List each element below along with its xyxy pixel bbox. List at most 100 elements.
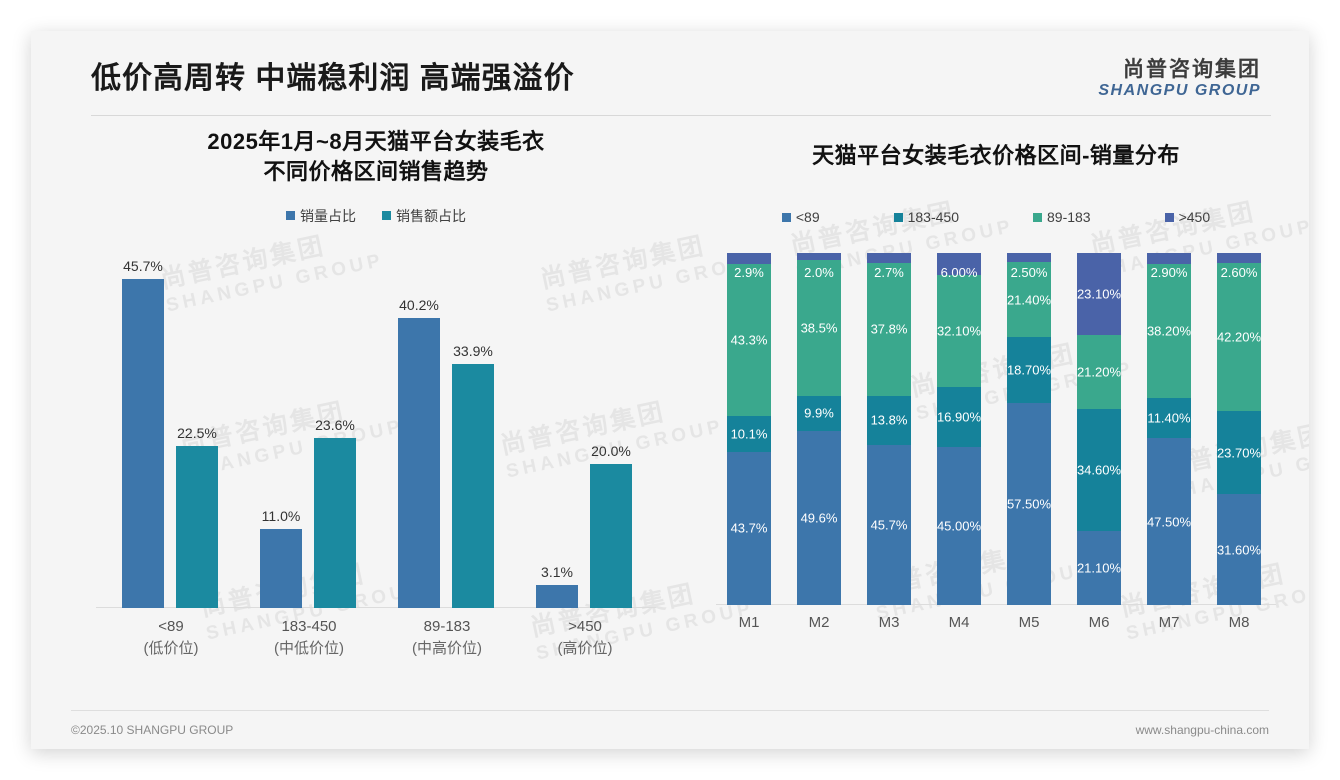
stack-segment-label: 32.10% (936, 323, 982, 339)
stack-segment-label: 45.7% (870, 517, 908, 533)
category-label-main: 89-183 (423, 617, 471, 635)
stack-segment-183-450-M5[interactable]: 18.70% (1007, 337, 1051, 404)
stack-segment-label: 21.20% (1076, 364, 1122, 380)
stack-segment-183-450-M3[interactable]: 13.8% (867, 395, 911, 445)
category-label-main: 183-450 (281, 617, 337, 635)
stack-segment-label: 2.90% (1150, 265, 1188, 281)
right-chart-legend: <89 183-450 89-183 >450 (696, 209, 1296, 225)
stack-segment-<89-M1[interactable]: 43.7% (727, 451, 771, 606)
stacked-bar-M3[interactable]: 45.7% 13.8% 37.8% 2.7% (867, 253, 911, 606)
stack-segment-label: 16.90% (936, 409, 982, 425)
stack-segment-<89-M3[interactable]: 45.7% (867, 444, 911, 606)
stack-segment->450-M3[interactable]: 2.7% (867, 253, 911, 280)
bar-销售额占比-183-450[interactable]: 23.6% (314, 417, 356, 608)
chart-panel-sales-trend: 2025年1月~8月天猫平台女装毛衣 不同价格区间销售趋势 销量占比 销售额占比 … (71, 127, 681, 707)
month-label-M3: M3 (878, 614, 900, 632)
bar-销量占比-183-450[interactable]: 11.0% (260, 508, 302, 608)
stack-segment-183-450-M6[interactable]: 34.60% (1077, 409, 1121, 532)
stack-segment-label: 10.1% (730, 426, 768, 442)
category-label-<89: <89 (低价位) (110, 616, 232, 661)
stacked-bar-M8[interactable]: 31.60% 23.70% 42.20% 2.60% (1216, 253, 1262, 606)
legend-item[interactable]: 销售额占比 (382, 206, 466, 226)
legend-item[interactable]: >450 (1164, 209, 1210, 225)
x-axis-line (716, 604, 1276, 606)
stack-segment-label: 38.20% (1146, 323, 1192, 339)
legend-item[interactable]: 183-450 (893, 209, 959, 225)
stack-segment->450-M5[interactable]: 2.50% (1007, 253, 1051, 280)
chart-panel-volume-distribution: 天猫平台女装毛衣价格区间-销量分布 <89 183-450 89-183 >450 4… (696, 127, 1296, 707)
legend-swatch-icon (382, 211, 391, 221)
legend-item[interactable]: 销量占比 (286, 206, 356, 226)
legend-swatch-icon (781, 212, 791, 222)
stacked-bar-M6[interactable]: 21.10% 34.60% 21.20% 23.10% (1076, 253, 1122, 606)
stacked-bar-M1[interactable]: 43.7% 10.1% 43.3% 2.9% (727, 253, 771, 606)
stack-segment-89-183-M2[interactable]: 38.5% (797, 260, 841, 396)
legend-item[interactable]: <89 (781, 209, 820, 225)
company-logo: 尚普咨询集团 SHANGPU GROUP (1098, 59, 1261, 99)
logo-english-name: SHANGPU GROUP (1098, 82, 1261, 99)
stack-segment-<89-M5[interactable]: 57.50% (1007, 403, 1051, 606)
stack-segment-89-183-M7[interactable]: 38.20% (1146, 263, 1192, 399)
bar-销售额占比->450[interactable]: 20.0% (590, 443, 632, 608)
stacked-bar-M4[interactable]: 45.00% 16.90% 32.10% 6.00% (936, 253, 982, 606)
legend-item[interactable]: 89-183 (1033, 209, 1091, 225)
stacked-bar-M5[interactable]: 57.50% 18.70% 21.40% 2.50% (1006, 253, 1052, 606)
stack-segment->450-M7[interactable]: 2.90% (1147, 253, 1191, 280)
legend-label: 89-183 (1047, 209, 1091, 226)
stack-segment->450-M6[interactable]: 23.10% (1077, 253, 1121, 335)
legend-label: 销量占比 (300, 207, 356, 224)
stack-segment-label: 21.40% (1006, 292, 1052, 308)
stack-segment-label: 2.7% (874, 265, 904, 281)
bar-销售额占比-<89[interactable]: 22.5% (176, 425, 218, 608)
category-label-sub: (低价位) (143, 640, 199, 658)
bar-group: 40.2% 33.9% (386, 248, 508, 608)
stack-segment-<89-M6[interactable]: 21.10% (1077, 531, 1121, 606)
website-link[interactable]: www.shangpu-china.com (1135, 723, 1269, 737)
stacked-bar-M2[interactable]: 49.6% 9.9% 38.5% 2.0% (797, 253, 841, 606)
slide-header: 低价高周转 中端稳利润 高端强溢价 尚普咨询集团 SHANGPU GROUP (31, 31, 1309, 117)
stack-segment-183-450-M8[interactable]: 23.70% (1216, 410, 1262, 495)
bar-value-label: 33.9% (453, 342, 493, 359)
stack-segment-label: 45.00% (936, 518, 982, 534)
stack-segment->450-M4[interactable]: 6.00% (937, 253, 981, 280)
bar-销售额占比-89-183[interactable]: 33.9% (452, 343, 494, 608)
stack-segment-<89-M2[interactable]: 49.6% (797, 430, 841, 606)
category-label-183-450: 183-450 (中低价位) (248, 616, 370, 661)
stack-segment-<89-M7[interactable]: 47.50% (1147, 438, 1191, 606)
legend-swatch-icon (1033, 212, 1042, 222)
stack-segment-89-183-M8[interactable]: 42.20% (1216, 262, 1262, 411)
stack-segment->450-M1[interactable]: 2.9% (727, 253, 771, 280)
stack-segment-label: 43.7% (730, 520, 768, 536)
header-divider (91, 115, 1271, 116)
stack-segment-<89-M4[interactable]: 45.00% (936, 446, 982, 606)
right-chart-plot-area: 43.7% 10.1% 43.3% 2.9% 49.6% 9.9% 38.5% 2.0% 45.… (716, 253, 1276, 606)
stack-segment->450-M8[interactable]: 2.60% (1217, 253, 1261, 280)
stack-segment-label: 2.9% (734, 265, 764, 281)
stack-segment-89-183-M3[interactable]: 37.8% (867, 262, 911, 396)
stack-segment-183-450-M4[interactable]: 16.90% (936, 387, 982, 447)
stack-segment->450-M2[interactable]: 2.0% (797, 253, 841, 280)
stack-segment-label: 23.70% (1216, 445, 1262, 461)
month-label-M6: M6 (1088, 614, 1110, 632)
stack-segment-label: 42.20% (1216, 329, 1262, 345)
bar-销量占比-89-183[interactable]: 40.2% (398, 297, 440, 608)
stack-segment-<89-M8[interactable]: 31.60% (1217, 494, 1261, 606)
stack-segment-183-450-M1[interactable]: 10.1% (727, 416, 771, 452)
stack-segment-89-183-M1[interactable]: 43.3% (727, 263, 771, 416)
stack-segment-89-183-M6[interactable]: 21.20% (1076, 334, 1122, 410)
stacked-bar-M7[interactable]: 47.50% 11.40% 38.20% 2.90% (1146, 253, 1192, 606)
category-label->450: >450 (高价位) (524, 616, 646, 661)
stack-segment-89-183-M5[interactable]: 21.40% (1006, 262, 1052, 338)
month-label-M8: M8 (1228, 614, 1250, 632)
stack-segment-label: 49.6% (800, 510, 838, 526)
bar-销量占比-<89[interactable]: 45.7% (122, 258, 164, 608)
stack-segment-89-183-M4[interactable]: 32.10% (936, 274, 982, 388)
bar-group: 45.7% 22.5% (110, 248, 232, 608)
legend-swatch-icon (1164, 212, 1174, 222)
bar-group: 11.0% 23.6% (248, 248, 370, 608)
bar-销量占比->450[interactable]: 3.1% (536, 564, 578, 608)
stack-segment-183-450-M2[interactable]: 9.9% (797, 395, 841, 431)
stack-segment-183-450-M7[interactable]: 11.40% (1147, 398, 1191, 439)
left-chart-plot-area: 45.7% 22.5% 11.0% 23.6% 40.2% 33.9% 3.1% 20.0% (96, 248, 656, 608)
category-label-89-183: 89-183 (中高价位) (386, 616, 508, 661)
